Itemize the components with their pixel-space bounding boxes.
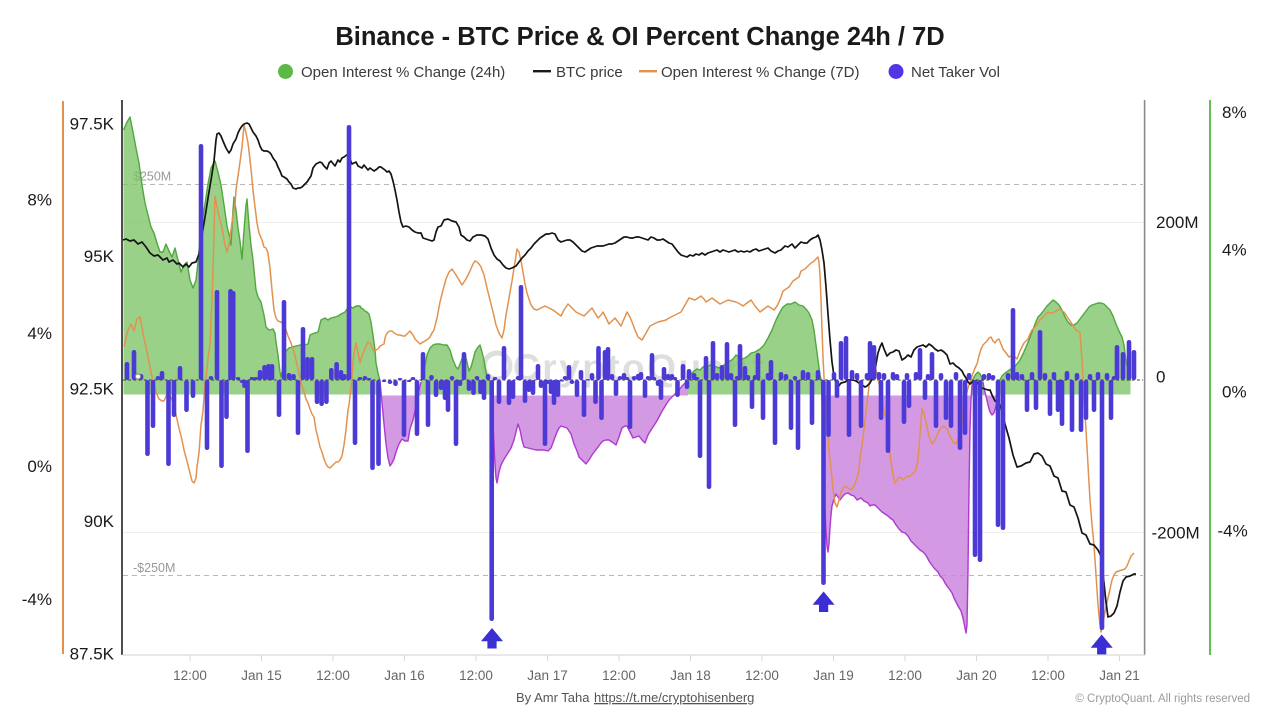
svg-text:Jan 20: Jan 20 xyxy=(956,668,997,683)
svg-text:-4%: -4% xyxy=(1218,522,1248,541)
svg-text:0: 0 xyxy=(1156,368,1165,387)
svg-text:200M: 200M xyxy=(1156,213,1199,232)
svg-text:95K: 95K xyxy=(84,247,115,266)
svg-text:Jan 21: Jan 21 xyxy=(1099,668,1140,683)
svg-text:90K: 90K xyxy=(84,512,115,531)
svg-text:-$250M: -$250M xyxy=(133,561,175,575)
svg-text:$250M: $250M xyxy=(133,170,171,184)
svg-text:8%: 8% xyxy=(1222,103,1247,122)
svg-text:4%: 4% xyxy=(27,324,52,343)
svg-text:Jan 16: Jan 16 xyxy=(384,668,425,683)
svg-text:87.5K: 87.5K xyxy=(70,644,115,663)
svg-text:Jan 15: Jan 15 xyxy=(241,668,282,683)
svg-text:12:00: 12:00 xyxy=(1031,668,1065,683)
svg-text:12:00: 12:00 xyxy=(745,668,779,683)
svg-text:© CryptoQuant. All rights rese: © CryptoQuant. All rights reserved xyxy=(1075,693,1250,705)
svg-text:-4%: -4% xyxy=(22,590,52,609)
svg-text:-200M: -200M xyxy=(1152,524,1200,543)
svg-text:Open Interest % Change (7D): Open Interest % Change (7D) xyxy=(661,64,859,81)
svg-text:97.5K: 97.5K xyxy=(70,114,115,133)
svg-text:Jan 17: Jan 17 xyxy=(527,668,568,683)
svg-text:4%: 4% xyxy=(1222,241,1247,260)
svg-text:8%: 8% xyxy=(27,191,52,210)
svg-text:Jan 19: Jan 19 xyxy=(813,668,854,683)
svg-text:0%: 0% xyxy=(1222,382,1247,401)
svg-text:Binance - BTC Price & OI Perce: Binance - BTC Price & OI Percent Change … xyxy=(335,23,944,51)
svg-text:BTC price: BTC price xyxy=(556,64,623,81)
svg-text:0%: 0% xyxy=(27,457,52,476)
svg-text:Jan 18: Jan 18 xyxy=(670,668,711,683)
svg-text:12:00: 12:00 xyxy=(173,668,207,683)
svg-text:12:00: 12:00 xyxy=(888,668,922,683)
svg-text:Net Taker Vol: Net Taker Vol xyxy=(911,64,1000,81)
svg-text:https://t.me/cryptohisenberg: https://t.me/cryptohisenberg xyxy=(594,690,754,705)
svg-text:Open Interest % Change (24h): Open Interest % Change (24h) xyxy=(301,64,505,81)
svg-text:12:00: 12:00 xyxy=(602,668,636,683)
svg-text:92.5K: 92.5K xyxy=(70,379,115,398)
svg-text:12:00: 12:00 xyxy=(316,668,350,683)
svg-text:12:00: 12:00 xyxy=(459,668,493,683)
svg-text:By Amr Taha: By Amr Taha xyxy=(516,690,590,705)
